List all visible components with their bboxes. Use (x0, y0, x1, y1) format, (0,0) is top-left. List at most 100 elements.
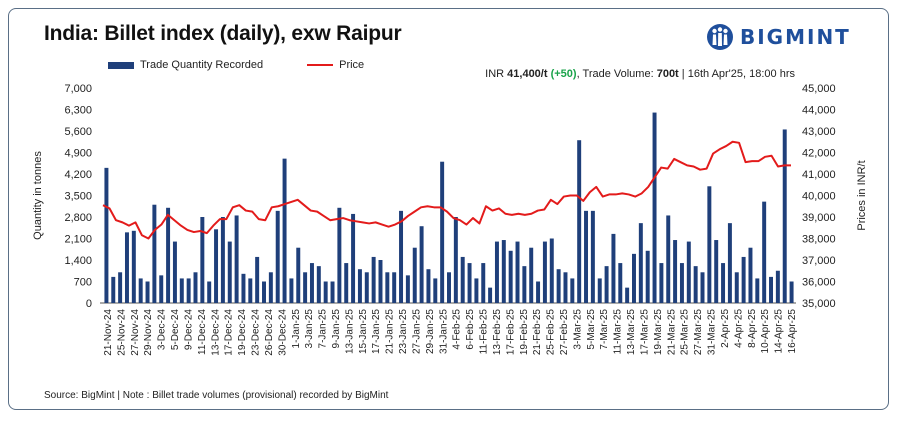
bar (166, 207, 171, 303)
bar (775, 270, 780, 303)
x-tick-label: 10-Apr-25 (760, 309, 771, 354)
bar (118, 272, 123, 303)
bar (344, 263, 349, 303)
bar (577, 140, 582, 303)
legend-item-bars: Trade Quantity Recorded (108, 59, 263, 71)
bar (227, 241, 232, 303)
bar (131, 230, 136, 303)
x-tick-label: 25-Mar-25 (680, 309, 691, 356)
y-tick-label: 7,000 (64, 83, 92, 95)
bar (762, 201, 767, 303)
bar (611, 233, 616, 303)
x-tick-label: 31-Mar-25 (707, 309, 718, 356)
y-tick-label: 5,600 (64, 126, 92, 138)
y2-tick-label: 36,000 (802, 277, 836, 289)
bar (303, 272, 308, 303)
y-tick-label: 4,900 (64, 148, 92, 160)
bar (111, 276, 116, 303)
logo-text: BIGMINT (740, 25, 851, 49)
x-tick-label: 27-Mar-25 (693, 309, 704, 356)
x-tick-label: 23-Dec-24 (251, 309, 262, 356)
bar (645, 250, 650, 303)
bar (638, 223, 643, 303)
bar (364, 272, 369, 303)
x-tick-label: 7-Jan-25 (318, 309, 329, 349)
volume-prefix: , Trade Volume: (576, 68, 657, 80)
x-tick-label: 21-Feb-25 (532, 309, 543, 356)
y2-tick-label: 43,000 (802, 126, 836, 138)
bar (467, 263, 472, 303)
bar (693, 266, 698, 303)
price-prefix: INR (485, 68, 508, 80)
bar (515, 241, 520, 303)
bar (371, 256, 376, 303)
x-tick-label: 21-Nov-24 (103, 309, 114, 356)
x-tick-label: 4-Feb-25 (452, 309, 463, 350)
bar (686, 241, 691, 303)
x-tick-label: 6-Feb-25 (465, 309, 476, 350)
y-tick-label: 700 (74, 277, 92, 289)
price-info: INR 41,400/t (+50), Trade Volume: 700t |… (485, 68, 795, 80)
bar (666, 215, 671, 303)
bar (542, 241, 547, 303)
info-date: | 16th Apr'25, 18:00 hrs (678, 68, 795, 80)
bar (200, 217, 205, 303)
bar (351, 213, 356, 303)
y-axis-label: Quantity in tonnes (32, 151, 44, 240)
bar (556, 269, 561, 303)
bar (474, 278, 479, 303)
x-tick-label: 21-Mar-25 (666, 309, 677, 356)
bar (248, 278, 253, 303)
bar (207, 281, 212, 303)
y-tick-label: 2,100 (64, 234, 92, 246)
bar (234, 215, 239, 303)
x-tick-label: 13-Dec-24 (210, 309, 221, 356)
bar (104, 167, 109, 303)
bar (214, 229, 219, 303)
legend-label-line: Price (339, 59, 365, 71)
bar (385, 272, 390, 303)
bar (673, 240, 678, 303)
x-tick-label: 21-Jan-25 (385, 309, 396, 354)
y2-tick-label: 39,000 (802, 212, 836, 224)
bar (707, 186, 712, 303)
x-tick-label: 25-Feb-25 (546, 309, 557, 356)
bar (268, 272, 273, 303)
bar (460, 256, 465, 303)
bar (433, 278, 438, 303)
legend-swatch-bars (108, 61, 134, 69)
bar (159, 275, 164, 303)
bar (508, 250, 513, 303)
bar (323, 281, 328, 303)
y2-axis-label: Prices in INR/t (856, 160, 868, 230)
x-tick-label: 5-Mar-25 (586, 309, 597, 350)
bar (392, 272, 397, 303)
y-tick-label: 4,200 (64, 169, 92, 181)
bar (604, 266, 609, 303)
bar (769, 276, 773, 303)
x-tick-label: 19-Feb-25 (519, 309, 530, 356)
price-change: (+50) (550, 68, 577, 80)
bar (453, 217, 458, 303)
x-tick-label: 31-Jan-25 (438, 309, 449, 354)
bar (179, 278, 184, 303)
x-tick-label: 8-Apr-25 (747, 309, 758, 348)
chart-title: India: Billet index (daily), exw Raipur (44, 22, 402, 45)
bar (734, 272, 739, 303)
legend-item-line: Price (307, 59, 364, 71)
bar (529, 247, 534, 303)
x-tick-label: 16-Apr-25 (787, 309, 798, 354)
bar (597, 278, 602, 303)
bar (522, 266, 527, 303)
bar (275, 210, 280, 303)
x-tick-label: 13-Mar-25 (626, 309, 637, 356)
x-tick-label: 3-Mar-25 (572, 309, 583, 350)
bar (186, 278, 191, 303)
bar (755, 278, 760, 303)
bar (289, 278, 294, 303)
bar (399, 210, 404, 303)
y-tick-label: 6,300 (64, 105, 92, 117)
x-tick-label: 3-Jan-25 (304, 309, 315, 349)
bar (378, 260, 383, 303)
